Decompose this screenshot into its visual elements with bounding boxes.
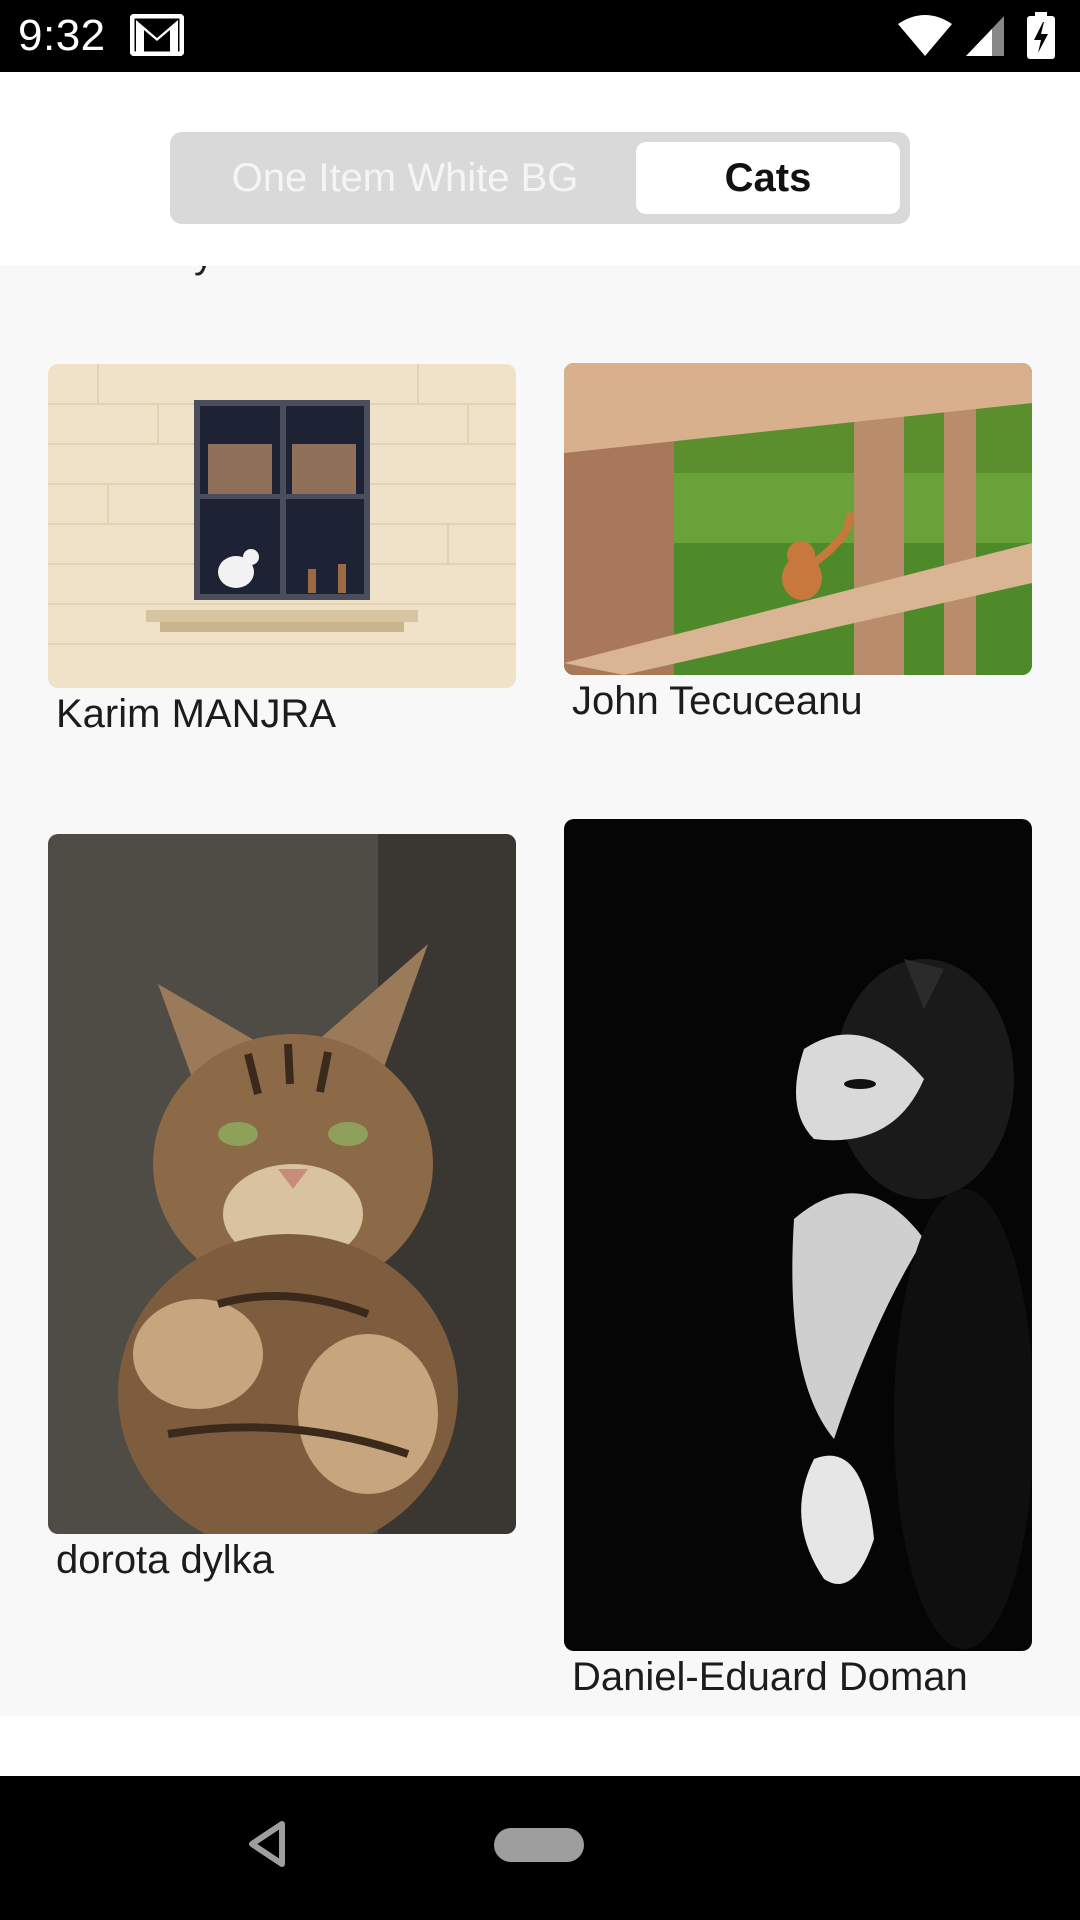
photo-caption: dorota dylka (56, 1538, 274, 1582)
battery-charging-icon (1027, 12, 1055, 59)
status-bar: 9:32 (0, 0, 1080, 72)
photo-card[interactable]: Daniel-Eduard Doman (564, 819, 1032, 1699)
cell-signal-icon (966, 16, 1004, 56)
tab-cats[interactable]: Cats (636, 142, 900, 214)
photo-grid: y (0, 266, 1080, 1716)
photo-card[interactable]: Karim MANJRA (48, 364, 516, 736)
home-button[interactable] (494, 1828, 584, 1862)
photo-caption: Karim MANJRA (56, 692, 337, 736)
black-white-cat-photo (564, 819, 1032, 1651)
gmail-icon (130, 14, 184, 56)
navigation-bar (0, 1776, 1080, 1920)
photo-card[interactable]: John Tecuceanu (564, 363, 1032, 723)
photo-caption: Daniel-Eduard Doman (572, 1655, 968, 1699)
photo-card[interactable]: dorota dylka (48, 834, 516, 1584)
tabby-cat-photo (48, 834, 516, 1534)
back-icon[interactable] (246, 1820, 288, 1868)
cat-behind-fence-photo (564, 363, 1032, 675)
wifi-icon (898, 15, 952, 56)
status-time: 9:32 (18, 11, 106, 60)
cat-in-window-photo (48, 364, 516, 688)
content-footer-space (0, 1716, 1080, 1776)
header: One Item White BG Cats (0, 72, 1080, 266)
segmented-control: One Item White BG Cats (170, 132, 910, 224)
photo-caption: John Tecuceanu (572, 679, 863, 723)
tab-one-item-white-bg[interactable]: One Item White BG (231, 156, 579, 200)
clipped-caption-fragment: y (194, 266, 214, 277)
